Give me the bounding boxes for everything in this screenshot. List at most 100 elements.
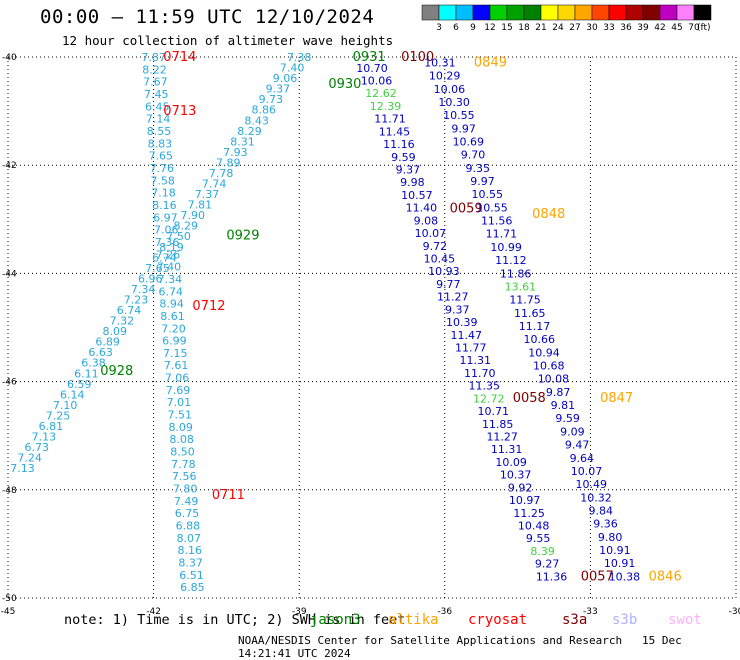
wave-height-label: 8.86 — [251, 104, 276, 117]
wave-height-label: 7.38 — [287, 51, 312, 64]
wave-height-label: 7.13 — [10, 462, 35, 475]
wave-height-label: 6.74 — [117, 304, 142, 317]
satellite-legend-swot: swot — [668, 612, 702, 628]
pass-time-label: 0848 — [532, 207, 565, 222]
x-tick-label: -42 — [146, 607, 161, 617]
wave-height-label: 7.34 — [131, 283, 156, 296]
wave-height-label: 11.31 — [491, 443, 523, 456]
satellite-legend-s3a: s3a — [562, 612, 588, 628]
wave-height-label: 8.19 — [159, 241, 184, 254]
wave-height-label: 10.94 — [528, 346, 560, 359]
credit-text: NOAA/NESDIS Center for Satellite Applica… — [238, 634, 623, 647]
colorbar-swatch — [455, 4, 474, 21]
y-tick-label: -42 — [2, 161, 17, 171]
wave-height-label: 8.83 — [148, 137, 173, 150]
wave-height-label: 9.47 — [565, 439, 590, 452]
wave-height-label: 9.92 — [508, 481, 533, 494]
wave-height-label: 11.75 — [509, 294, 541, 307]
wave-height-label: 9.37 — [396, 164, 421, 177]
wave-height-label: 8.16 — [152, 199, 177, 212]
wave-height-label: 7.56 — [172, 470, 197, 483]
wave-height-label: 10.07 — [415, 227, 447, 240]
wave-height-label: 11.71 — [374, 113, 406, 126]
wave-height-label: 9.09 — [560, 425, 585, 438]
wave-height-label: 10.08 — [538, 373, 570, 386]
chart-title: 00:00 – 11:59 UTC 12/10/2024 — [40, 6, 375, 28]
wave-height-label: 6.63 — [88, 346, 113, 359]
wave-height-label: 7.49 — [174, 495, 199, 508]
colorbar-tick: 18 — [518, 23, 530, 33]
wave-height-label: 10.48 — [518, 520, 550, 533]
wave-height-label: 9.35 — [466, 162, 491, 175]
wave-height-label: 7.69 — [166, 384, 191, 397]
wave-height-label: 10.39 — [446, 316, 478, 329]
colorbar-tick: 15 — [501, 23, 512, 33]
wave-height-label: 6.38 — [81, 357, 106, 370]
wave-height-label: 10.91 — [604, 557, 636, 570]
wave-height-label: 7.76 — [149, 162, 174, 175]
colorbar-tick: 42 — [654, 23, 665, 33]
wave-height-label: 8.09 — [103, 325, 128, 338]
wave-height-label: 6.11 — [74, 367, 99, 380]
colorbar-swatch — [659, 4, 678, 21]
chart-subtitle: 12 hour collection of altimeter wave hei… — [62, 33, 394, 48]
wave-height-label: 8.29 — [237, 125, 262, 138]
wave-height-label: 10.97 — [509, 494, 541, 507]
wave-height-label: 11.47 — [451, 329, 483, 342]
wave-height-label: 8.43 — [244, 114, 269, 127]
wave-height-label: 9.37 — [266, 83, 291, 96]
satellite-legend-altika: altika — [388, 612, 439, 628]
colorbar-tick: 33 — [603, 23, 614, 33]
wave-height-label: 7.14 — [146, 113, 171, 126]
x-tick-label: -39 — [292, 607, 307, 617]
y-tick-label: -44 — [2, 269, 17, 279]
wave-height-label: 10.93 — [428, 265, 460, 278]
wave-height-label: 7.37 — [195, 188, 220, 201]
wave-height-label: 11.36 — [536, 570, 568, 583]
pass-time-label: 0847 — [600, 391, 633, 406]
wave-height-label: 10.55 — [443, 109, 475, 122]
wave-height-label: 12.62 — [365, 87, 397, 100]
wave-height-label: 7.90 — [181, 209, 206, 222]
wave-height-label: 7.50 — [166, 230, 191, 243]
wave-height-label: 10.06 — [434, 83, 466, 96]
pass-time-label: 0712 — [192, 299, 225, 314]
pass-time-label: 0713 — [163, 104, 196, 119]
pass-time-label: 0930 — [328, 77, 361, 92]
wave-height-label: 11.85 — [482, 418, 514, 431]
wave-height-label: 8.07 — [177, 532, 202, 545]
wave-height-label: 9.36 — [593, 518, 618, 531]
wave-height-label: 10.71 — [477, 405, 509, 418]
colorbar-swatch — [472, 4, 491, 21]
wave-height-label: 7.18 — [151, 187, 176, 200]
wave-height-label: 8.61 — [160, 310, 185, 323]
wave-height-label: 6.99 — [162, 335, 187, 348]
x-tick-label: -45 — [1, 607, 16, 617]
wave-height-label: 7.25 — [46, 409, 71, 422]
wave-height-label: 7.81 — [188, 199, 213, 212]
wave-height-label: 6.51 — [179, 569, 204, 582]
wave-height-label: 7.93 — [223, 146, 248, 159]
wave-height-label: 10.49 — [576, 478, 608, 491]
wave-height-label: 6.96 — [138, 272, 163, 285]
wave-height-label: 7.15 — [163, 347, 188, 360]
wave-height-label: 7.78 — [209, 167, 234, 180]
colorbar-tick: 39 — [637, 23, 649, 33]
wave-height-label: 11.86 — [500, 267, 532, 280]
wave-height-label: 7.10 — [53, 399, 78, 412]
wave-height-label: 9.80 — [598, 531, 623, 544]
wave-height-label: 12.39 — [370, 100, 402, 113]
wave-height-label: 7.20 — [161, 322, 186, 335]
wave-height-label: 8.16 — [177, 544, 202, 557]
wave-height-label: 10.32 — [580, 491, 612, 504]
wave-height-label: 8.55 — [147, 125, 172, 138]
wave-height-label: 7.01 — [167, 396, 192, 409]
wave-height-label: 7.36 — [155, 236, 180, 249]
wave-height-label: 11.31 — [460, 354, 492, 367]
wave-height-label: 10.91 — [599, 544, 631, 557]
wave-height-label: 9.97 — [451, 122, 476, 135]
wave-height-label: 9.37 — [445, 303, 470, 316]
wave-height-label: 10.69 — [453, 135, 485, 148]
wave-height-label: 10.30 — [438, 96, 470, 109]
